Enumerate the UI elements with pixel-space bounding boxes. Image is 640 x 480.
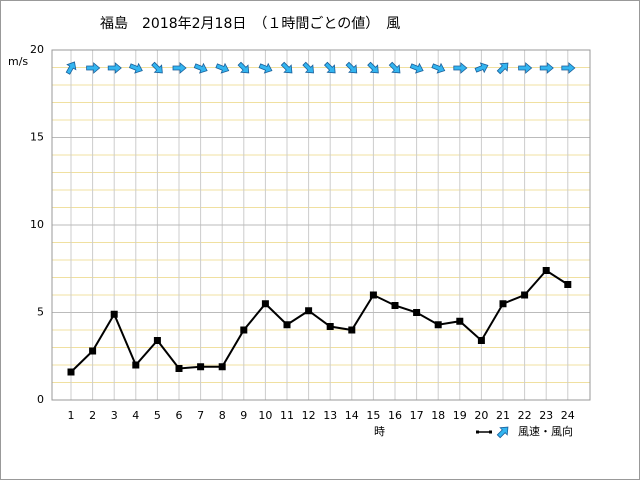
marker — [261, 300, 269, 308]
wind-arrow — [86, 62, 101, 74]
wind-arrow — [496, 62, 509, 75]
x-tick-label: 19 — [453, 409, 467, 422]
legend-marker — [476, 430, 479, 434]
legend-label: 風速・風向 — [518, 424, 573, 438]
x-tick-label: 3 — [111, 409, 118, 422]
marker — [391, 302, 399, 309]
marker — [197, 363, 205, 371]
x-tick-label: 5 — [154, 409, 161, 422]
x-tick-label: 7 — [197, 409, 204, 422]
marker — [175, 365, 183, 372]
y-tick-label: 15 — [30, 131, 44, 144]
marker — [369, 291, 377, 299]
y-tick-label: 10 — [30, 218, 44, 231]
marker — [434, 321, 442, 329]
wind-arrow — [474, 62, 489, 74]
wind-arrow — [453, 62, 468, 74]
marker — [218, 363, 226, 371]
wind-arrow — [431, 62, 446, 74]
x-axis-label: 時 — [374, 425, 385, 438]
marker — [132, 361, 140, 369]
x-tick-label: 6 — [176, 409, 183, 422]
x-tick-label: 4 — [132, 409, 139, 422]
wind-arrow — [172, 62, 187, 74]
x-tick-label: 24 — [561, 409, 575, 422]
wind-arrow — [128, 62, 143, 74]
wind-arrow — [237, 61, 250, 74]
wind-arrow — [388, 61, 401, 74]
wind-arrow — [65, 61, 77, 75]
x-tick-label: 15 — [366, 409, 380, 422]
y-axis-label: m/s — [8, 55, 28, 68]
x-tick-label: 16 — [388, 409, 402, 422]
wind-arrow — [409, 62, 424, 74]
marker — [326, 323, 334, 330]
x-tick-label: 9 — [240, 409, 247, 422]
x-tick-label: 11 — [280, 409, 294, 422]
marker — [521, 291, 529, 299]
marker — [305, 307, 313, 315]
wind-arrow — [151, 61, 163, 74]
wind-arrow — [367, 61, 379, 74]
marker — [499, 300, 507, 308]
wind-arrow — [561, 62, 576, 74]
marker — [153, 337, 161, 344]
y-tick-label: 5 — [37, 306, 44, 319]
chart-title: 福島 2018年2月18日 （１時間ごとの値） 風 — [100, 16, 400, 32]
x-tick-label: 1 — [68, 409, 75, 422]
x-tick-label: 17 — [410, 409, 424, 422]
x-tick-label: 8 — [219, 409, 226, 422]
wind-arrow — [193, 62, 208, 74]
marker — [67, 368, 75, 376]
wind-arrow — [518, 62, 533, 74]
x-tick-label: 23 — [539, 409, 553, 422]
plot-area — [51, 49, 591, 401]
marker — [542, 267, 550, 274]
wind-arrow — [539, 62, 554, 74]
x-tick-label: 10 — [258, 409, 272, 422]
wind-arrow — [345, 61, 358, 74]
x-tick-label: 22 — [518, 409, 532, 422]
wind-arrow — [258, 62, 273, 74]
x-tick-label: 13 — [323, 409, 337, 422]
marker — [283, 321, 291, 329]
line — [70, 269, 569, 373]
marker — [413, 309, 421, 316]
marker — [348, 326, 356, 334]
y-tick-label: 0 — [37, 393, 44, 406]
x-tick-label: 20 — [474, 409, 488, 422]
wind-arrow — [107, 62, 122, 74]
x-tick-label: 12 — [302, 409, 316, 422]
marker — [477, 337, 485, 344]
marker — [110, 310, 118, 318]
x-tick-label: 21 — [496, 409, 510, 422]
marker — [240, 326, 248, 334]
marker — [456, 317, 464, 325]
wind-arrow — [496, 426, 509, 439]
wind-arrow — [215, 62, 230, 74]
wind-arrow — [302, 61, 314, 74]
x-tick-label: 2 — [89, 409, 96, 422]
y-tick-label: 20 — [30, 43, 44, 56]
marker — [564, 281, 572, 288]
x-tick-label: 18 — [431, 409, 445, 422]
wind-arrow — [323, 61, 336, 74]
wind-arrow — [280, 61, 293, 74]
marker — [89, 347, 97, 355]
x-tick-label: 14 — [345, 409, 359, 422]
legend-marker — [489, 430, 492, 434]
